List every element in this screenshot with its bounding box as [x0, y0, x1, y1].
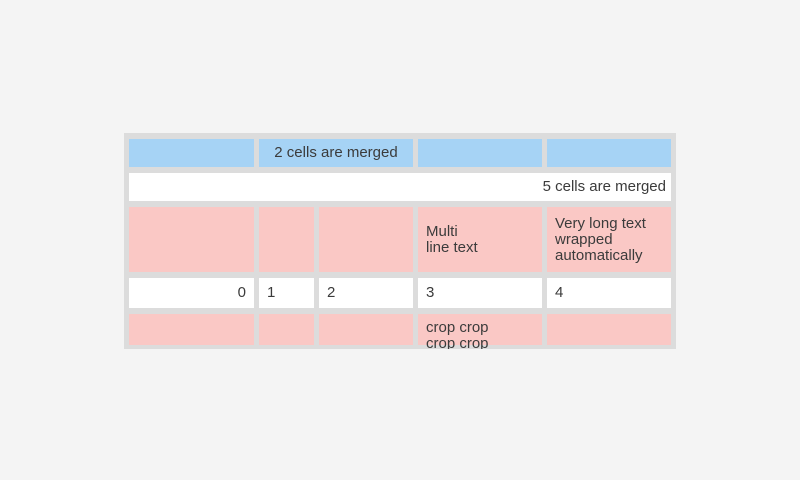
cell-r1c4[interactable]	[418, 139, 542, 167]
cropped-text-cell[interactable]: crop crop crop crop	[418, 314, 542, 349]
merged-cell-2span[interactable]: 2 cells are merged	[259, 139, 413, 167]
cell-r4c4[interactable]: 3	[418, 278, 542, 308]
wrapped-text-cell[interactable]: Very long text wrapped automatically	[547, 207, 671, 272]
cell-r5c3[interactable]	[319, 314, 413, 345]
cell-r3c2[interactable]	[259, 207, 314, 272]
merged-cells-table: 2 cells are merged 5 cells are merged Mu…	[124, 133, 676, 349]
cell-r5c5[interactable]	[547, 314, 671, 345]
cell-r3c3[interactable]	[319, 207, 413, 272]
cell-r4c5[interactable]: 4	[547, 278, 671, 308]
cell-r5c1[interactable]	[129, 314, 254, 345]
cell-r1c5[interactable]	[547, 139, 671, 167]
cell-r4c1[interactable]: 0	[129, 278, 254, 308]
multi-line-cell[interactable]: Multi line text	[418, 207, 542, 272]
cell-r3c1[interactable]	[129, 207, 254, 272]
cell-r1c1[interactable]	[129, 139, 254, 167]
cell-r4c2[interactable]: 1	[259, 278, 314, 308]
cell-r5c2[interactable]	[259, 314, 314, 345]
merged-cell-5span[interactable]: 5 cells are merged	[129, 173, 671, 201]
cell-r4c3[interactable]: 2	[319, 278, 413, 308]
